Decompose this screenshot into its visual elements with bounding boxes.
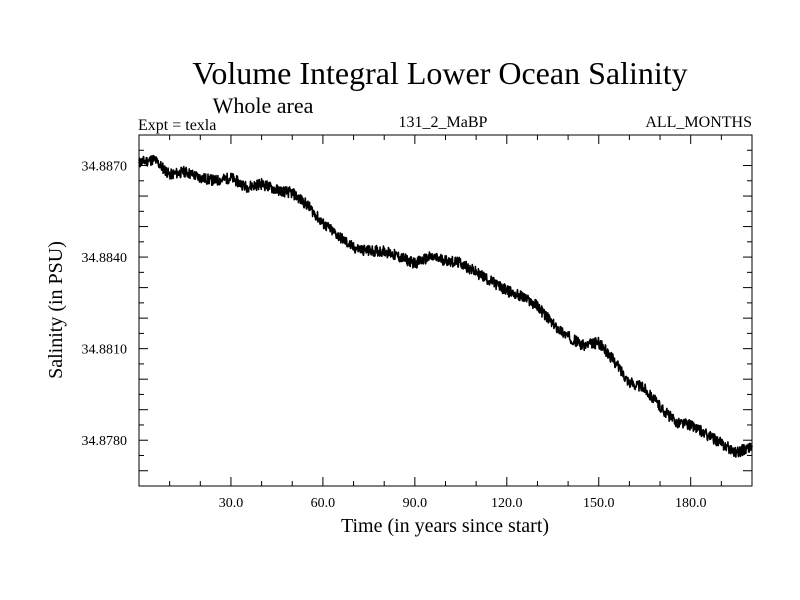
axis-ticks [139,134,752,486]
salinity-data-point [245,186,248,188]
plot-frame [138,134,753,487]
y-tick-label: 34.8780 [82,434,128,449]
salinity-data-point [628,381,631,384]
salinity-data-point [460,262,462,264]
salinity-data-point [260,183,263,185]
salinity-data-point [521,295,523,298]
salinity-data-point [735,451,738,454]
salinity-data-point [582,344,585,347]
salinity-data-point [490,280,493,283]
salinity-data-point [444,259,447,261]
run-label: 131_2_MaBP [399,114,488,131]
data-series [138,154,753,458]
salinity-data-point [352,247,355,249]
salinity-data-point [199,176,202,179]
salinity-data-point [475,271,477,274]
y-tick-label: 34.8870 [82,160,128,175]
salinity-data-point [214,179,217,182]
chart-subtitle: Whole area [213,93,314,118]
salinity-data-point [306,204,309,206]
salinity-data-point [643,387,646,390]
salinity-data-point [322,222,324,225]
salinity-data-point [398,256,401,258]
x-tick-label: 180.0 [675,496,707,511]
salinity-data-point [184,170,186,173]
salinity-data-point [414,262,416,264]
salinity-series-line [138,154,753,458]
salinity-data-point [337,234,340,237]
salinity-data-point [689,424,692,426]
salinity-data-point [674,421,677,423]
salinity-data-point [153,158,156,161]
y-axis-label: Salinity (in PSU) [45,241,67,379]
y-tick-label: 34.8810 [82,343,128,358]
salinity-data-point [230,176,232,179]
salinity-data-point [597,341,600,344]
salinity-data-point [567,335,569,338]
y-tick-label: 34.8840 [82,251,128,266]
salinity-data-point [429,256,431,258]
salinity-data-point [551,323,554,326]
salinity-data-point [276,189,278,191]
x-axis-label: Time (in years since start) [341,515,549,537]
salinity-data-point [291,192,294,194]
x-tick-label: 60.0 [311,496,336,511]
salinity-data-point [506,289,508,292]
x-tick-label: 90.0 [403,496,428,511]
x-tick-label: 120.0 [491,496,523,511]
salinity-data-point [536,305,539,307]
salinity-data-point [168,173,171,176]
salinity-data-point [383,250,386,252]
chart-title: Volume Integral Lower Ocean Salinity [192,55,687,91]
salinity-data-point [138,161,140,164]
salinity-data-point [751,445,753,448]
y-tick-labels: 34.8870 34.8840 34.8810 34.8780 [82,160,128,450]
x-tick-label: 30.0 [219,496,244,511]
months-label: ALL_MONTHS [645,114,752,131]
salinity-data-point [705,433,707,435]
salinity-data-point [613,360,615,362]
x-tick-labels: 30.0 60.0 90.0 120.0 150.0 180.0 [219,496,707,511]
salinity-data-point [659,405,661,408]
salinity-data-point [720,442,723,445]
experiment-label: Expt = texla [138,117,216,134]
salinity-data-point [368,250,370,252]
x-tick-label: 150.0 [583,496,615,511]
